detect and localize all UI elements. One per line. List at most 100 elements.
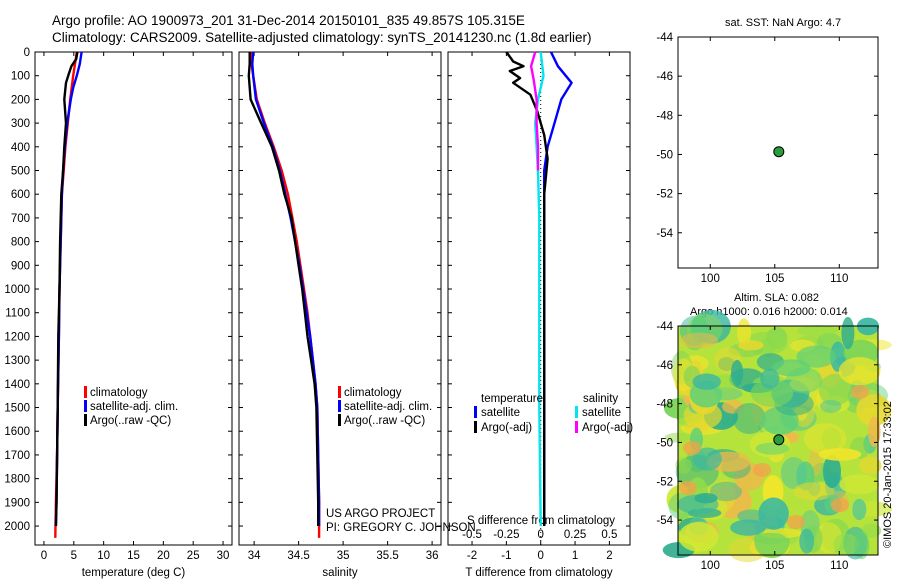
sla-blob [854,531,870,560]
y-tick-label: 400 [11,142,30,154]
y-tick-label: 0 [24,47,30,59]
legend-swatch [84,386,87,398]
map-y-tick-label: -54 [656,515,673,527]
legend-swatch [84,400,87,412]
float-position-marker [773,146,785,158]
sla-blob [797,325,838,337]
x-tick-label: -2 [467,550,477,562]
y-tick-label: 1500 [4,403,30,415]
x-tick-label: 15 [127,550,140,562]
x-tick-label: 34 [248,550,261,562]
sla-high-patch [851,385,869,399]
sla-blob [709,481,743,502]
legend-swatch [338,400,341,412]
legend-label: satellite-adj. clim. [90,401,178,413]
map-y-tick-label: -46 [656,360,673,372]
y-tick-label: 800 [11,237,30,249]
sla-blob [818,373,852,406]
sla-blob [692,447,722,471]
sla-blob [804,423,847,455]
sla-blob [755,442,790,455]
y-tick-label: 500 [11,166,30,178]
sla-blob [750,378,794,407]
sla-blob [796,345,836,368]
sla-blob [861,523,882,538]
sla-blob [737,318,752,347]
series-line-temperature-argo-adj- [505,51,549,526]
header-line-2: Climatology: CARS2009. Satellite-adjuste… [52,30,592,45]
sst-map-title: sat. SST: NaN Argo: 4.7 [725,17,842,29]
y-tick-label: 300 [11,118,30,130]
y-tick-label: 100 [11,71,30,83]
x-axis-label: temperature (deg C) [82,567,186,579]
legend-label: satellite-adj. clim. [344,401,432,413]
sla-blob [694,493,718,504]
sla-blob [821,427,842,451]
y-tick-label: 700 [11,213,30,225]
legend-swatch [338,414,341,426]
sla-blob [731,359,744,387]
map-y-tick-label: -44 [656,32,673,44]
legend-label: Argo(..raw -QC) [90,415,171,427]
x-axis-label: T difference from climatology [465,567,612,579]
sla-blob [692,373,721,390]
salinity-tick-label: 0.25 [564,529,586,541]
sla-high-patch [753,463,771,477]
series-line-argo-raw-qc- [54,51,79,527]
sla-blob [793,482,835,501]
y-tick-label: 1100 [5,308,30,320]
sla-map-title: Altim. SLA: 0.082 [734,292,819,304]
map-x-tick-label: 105 [765,560,784,572]
legend-swatch [84,414,87,426]
map-x-tick-label: 110 [830,560,848,572]
sla-blob [753,532,787,545]
map-y-tick-label: -48 [656,399,673,411]
series-line-argo-raw-qc- [247,52,320,526]
legend-label: climatology [344,387,402,399]
sla-blob [758,497,789,530]
sla-blob [823,454,841,489]
legend-heading: temperature [481,393,543,405]
map-y-tick-label: -50 [656,437,673,449]
salinity-tick-label: 0.5 [601,529,617,541]
sla-blob [839,474,880,495]
sla-blob [856,394,892,426]
sla-blob [867,416,881,448]
legend-swatch [575,406,578,418]
y-tick-label: 1000 [4,284,30,296]
sla-blob [799,528,815,554]
x-tick-label: 35 [337,550,350,562]
x-tick-label: 10 [97,550,110,562]
legend-label: satellite [481,407,520,419]
x-tick-label: 5 [71,550,77,562]
map-y-tick-label: -46 [656,71,673,83]
credit-project: US ARGO PROJECT [326,508,435,520]
sla-high-patch [679,481,697,495]
legend-swatch [575,421,578,433]
legend-label: satellite [582,407,621,419]
legend-heading: salinity [583,393,618,405]
y-tick-label: 200 [11,94,30,106]
map-x-tick-label: 110 [830,273,848,285]
salinity-tick-label: -0.5 [462,529,482,541]
x-tick-label: 36 [426,550,439,562]
y-tick-label: 1400 [4,379,30,391]
sla-blob [785,367,823,394]
legend-label: Argo(-adj) [481,422,532,434]
sla-blob [737,509,766,523]
profile-panel-1-frame [34,51,233,546]
legend-label: Argo(..raw -QC) [344,415,425,427]
y-tick-label: 1300 [4,355,30,367]
sla-high-patch [831,498,849,512]
map-x-tick-label: 105 [765,273,784,285]
legend-label: climatology [90,387,148,399]
sla-blob [760,368,780,389]
x-tick-label: 34.5 [287,550,309,562]
salinity-tick-label: 0 [538,529,544,541]
sla-blob [730,519,766,536]
x-tick-label: 25 [187,550,200,562]
sla-blob [732,403,766,434]
sla-blob [738,340,764,351]
y-tick-label: 900 [11,260,30,272]
x-tick-label: 35.5 [376,550,398,562]
